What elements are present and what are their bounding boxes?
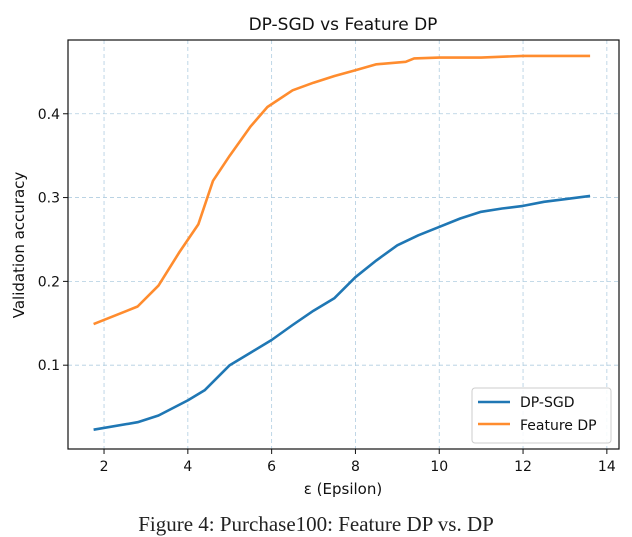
x-tick-label: 2 — [100, 459, 109, 475]
x-ticks: 2 4 6 8 10 12 14 — [100, 449, 616, 475]
x-tick-label: 10 — [430, 459, 448, 475]
chart-title: DP-SGD vs Feature DP — [249, 15, 438, 35]
x-axis-label: ε (Epsilon) — [304, 480, 382, 498]
y-axis-label: Validation accuracy — [10, 172, 28, 319]
figure-caption: Figure 4: Purchase100: Feature DP vs. DP — [0, 512, 632, 537]
y-tick-label: 0.3 — [38, 191, 60, 207]
y-ticks: 0.1 0.2 0.3 0.4 — [38, 107, 68, 374]
legend-label-dp-sgd: DP-SGD — [520, 395, 574, 411]
y-tick-label: 0.2 — [38, 274, 60, 290]
legend: DP-SGD Feature DP — [472, 388, 611, 443]
y-tick-label: 0.4 — [38, 107, 60, 123]
x-tick-label: 8 — [351, 459, 360, 475]
series-line-feature-dp — [94, 56, 590, 324]
legend-label-feature-dp: Feature DP — [520, 418, 597, 434]
x-tick-label: 14 — [598, 459, 616, 475]
y-tick-label: 0.1 — [38, 358, 60, 374]
x-tick-label: 4 — [183, 459, 192, 475]
x-tick-label: 6 — [267, 459, 276, 475]
x-tick-label: 12 — [514, 459, 532, 475]
series-lines — [94, 56, 591, 430]
